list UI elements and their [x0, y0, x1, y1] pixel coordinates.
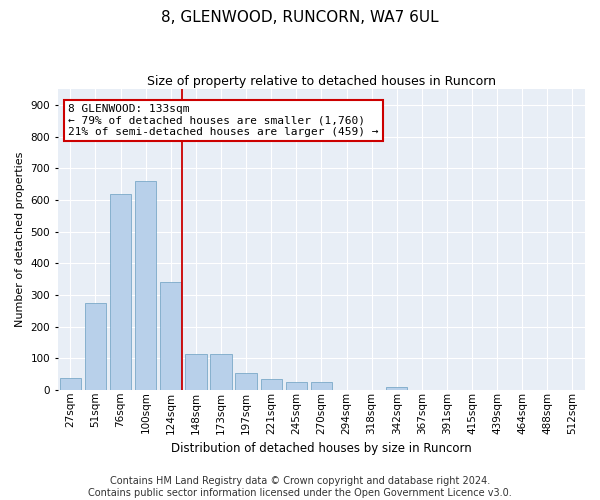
Bar [85, 303, 106, 390]
Bar [211, 354, 232, 390]
Bar [160, 282, 181, 390]
X-axis label: Distribution of detached houses by size in Runcorn: Distribution of detached houses by size … [171, 442, 472, 455]
Bar [260, 379, 282, 390]
Text: 8, GLENWOOD, RUNCORN, WA7 6UL: 8, GLENWOOD, RUNCORN, WA7 6UL [161, 10, 439, 25]
Bar [135, 181, 157, 390]
Bar [235, 372, 257, 390]
Text: Contains HM Land Registry data © Crown copyright and database right 2024.
Contai: Contains HM Land Registry data © Crown c… [88, 476, 512, 498]
Bar [286, 382, 307, 390]
Bar [110, 194, 131, 390]
Bar [185, 354, 206, 390]
Bar [60, 378, 81, 390]
Title: Size of property relative to detached houses in Runcorn: Size of property relative to detached ho… [147, 75, 496, 88]
Bar [386, 387, 407, 390]
Bar [311, 382, 332, 390]
Text: 8 GLENWOOD: 133sqm
← 79% of detached houses are smaller (1,760)
21% of semi-deta: 8 GLENWOOD: 133sqm ← 79% of detached hou… [68, 104, 379, 138]
Y-axis label: Number of detached properties: Number of detached properties [15, 152, 25, 328]
